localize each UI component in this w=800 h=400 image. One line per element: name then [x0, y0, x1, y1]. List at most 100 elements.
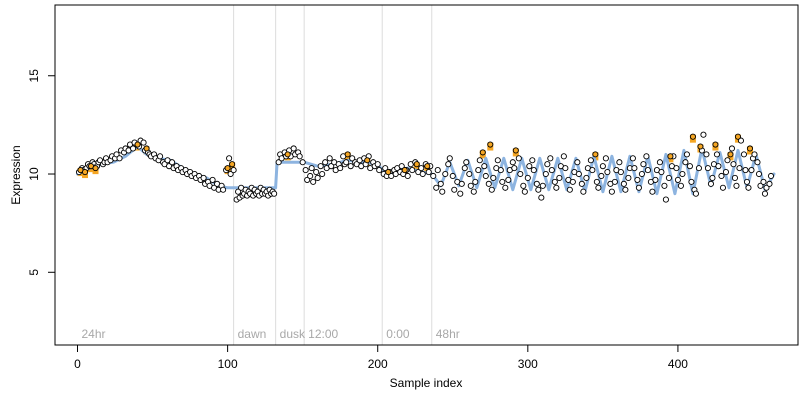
data-point [574, 159, 581, 166]
data-point [665, 174, 672, 181]
data-point [562, 165, 569, 172]
data-point [299, 159, 306, 166]
data-point [494, 157, 501, 164]
data-point [707, 180, 714, 187]
data-point [433, 184, 440, 191]
x-axis-label: Sample index [390, 376, 463, 390]
data-point [418, 165, 425, 172]
data-point [472, 178, 479, 185]
data-point [644, 167, 651, 174]
data-point [113, 151, 120, 158]
data-point [296, 153, 303, 160]
data-point [745, 184, 752, 191]
data-point [551, 178, 558, 185]
data-point [434, 167, 441, 174]
data-point [499, 178, 506, 185]
data-point [608, 188, 615, 195]
data-point [463, 159, 470, 166]
data-point [530, 167, 537, 174]
data-point [200, 174, 207, 181]
data-point [602, 155, 609, 162]
data-point [569, 178, 576, 185]
data-point [673, 165, 680, 172]
data-point [227, 170, 234, 178]
data-point [526, 163, 533, 170]
segment-label: dawn [238, 327, 267, 341]
data-point [589, 167, 596, 174]
data-point [226, 155, 233, 162]
x-tick-label: 400 [668, 357, 688, 371]
data-point [229, 161, 236, 168]
data-point [317, 163, 324, 170]
data-point [425, 169, 432, 176]
data-point [598, 172, 605, 180]
data-point [688, 178, 695, 185]
data-point [439, 188, 446, 195]
data-point [319, 170, 326, 178]
data-point [652, 176, 659, 183]
data-point [674, 176, 681, 183]
data-point [533, 180, 540, 187]
data-point [143, 145, 150, 152]
data-point [703, 151, 710, 158]
data-point [704, 165, 711, 172]
data-point [583, 174, 590, 181]
data-point [544, 161, 551, 168]
data-point [556, 174, 563, 181]
data-point [313, 169, 320, 176]
data-point [733, 182, 740, 189]
data-point [409, 167, 416, 174]
data-point [755, 170, 763, 178]
data-point [677, 182, 684, 189]
segment-label: 24hr [82, 327, 106, 341]
segment-label: 0:00 [386, 327, 410, 341]
data-point [466, 170, 473, 178]
data-point [560, 153, 567, 160]
data-point [649, 188, 656, 195]
data-point [661, 182, 668, 189]
data-point [592, 151, 599, 158]
data-point [347, 163, 354, 170]
data-point [157, 153, 164, 160]
data-point [731, 174, 739, 181]
data-point [376, 167, 383, 174]
data-point [467, 182, 474, 189]
data-point [709, 174, 716, 181]
data-point [419, 170, 426, 178]
data-point [730, 161, 737, 168]
x-tick-label: 100 [218, 357, 238, 371]
data-point [349, 155, 356, 162]
data-point [487, 141, 494, 148]
data-point [682, 159, 689, 166]
data-point [497, 167, 504, 174]
data-point [593, 178, 600, 185]
data-point [524, 174, 531, 181]
data-point [595, 184, 602, 191]
data-point [308, 165, 315, 172]
data-point [539, 182, 546, 189]
data-point [230, 167, 237, 174]
data-point [326, 155, 333, 162]
data-point [322, 159, 329, 166]
data-point [224, 165, 231, 172]
data-point [479, 149, 486, 156]
y-tick-label: 10 [27, 167, 41, 181]
data-point [547, 155, 554, 162]
y-axis: 5 10 15 [27, 69, 56, 276]
plot-frame [54, 4, 799, 346]
data-point [169, 159, 176, 166]
data-point [743, 178, 751, 185]
data-point [271, 190, 278, 197]
data-point [304, 176, 311, 183]
data-point [461, 165, 468, 172]
x-axis: 0 100 200 300 400 [74, 344, 688, 371]
data-point [476, 157, 483, 164]
data-point [635, 184, 642, 191]
data-point [728, 145, 736, 152]
data-point [662, 196, 669, 203]
data-point [328, 163, 335, 170]
data-point [727, 151, 734, 158]
data-point [220, 186, 227, 193]
data-point [451, 186, 458, 193]
segment-label: dusk [280, 327, 306, 341]
